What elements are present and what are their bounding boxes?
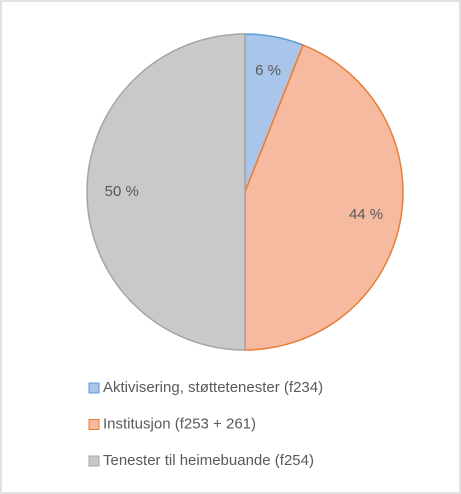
slice-label: 44 % (349, 206, 383, 223)
slice-label: 6 % (255, 62, 281, 79)
legend-swatch (88, 455, 100, 467)
slice-label: 50 % (105, 183, 139, 200)
legend-text: Tenester til heimebuande (f254) (103, 452, 314, 469)
legend-swatch (88, 382, 100, 394)
legend-swatch (88, 419, 100, 430)
legend-text: Aktivisering, støttetenester (f234) (103, 379, 323, 396)
pie-slice (86, 33, 246, 351)
pie-slice (244, 44, 404, 351)
legend-text: Institusjon (f253 + 261) (103, 415, 256, 432)
